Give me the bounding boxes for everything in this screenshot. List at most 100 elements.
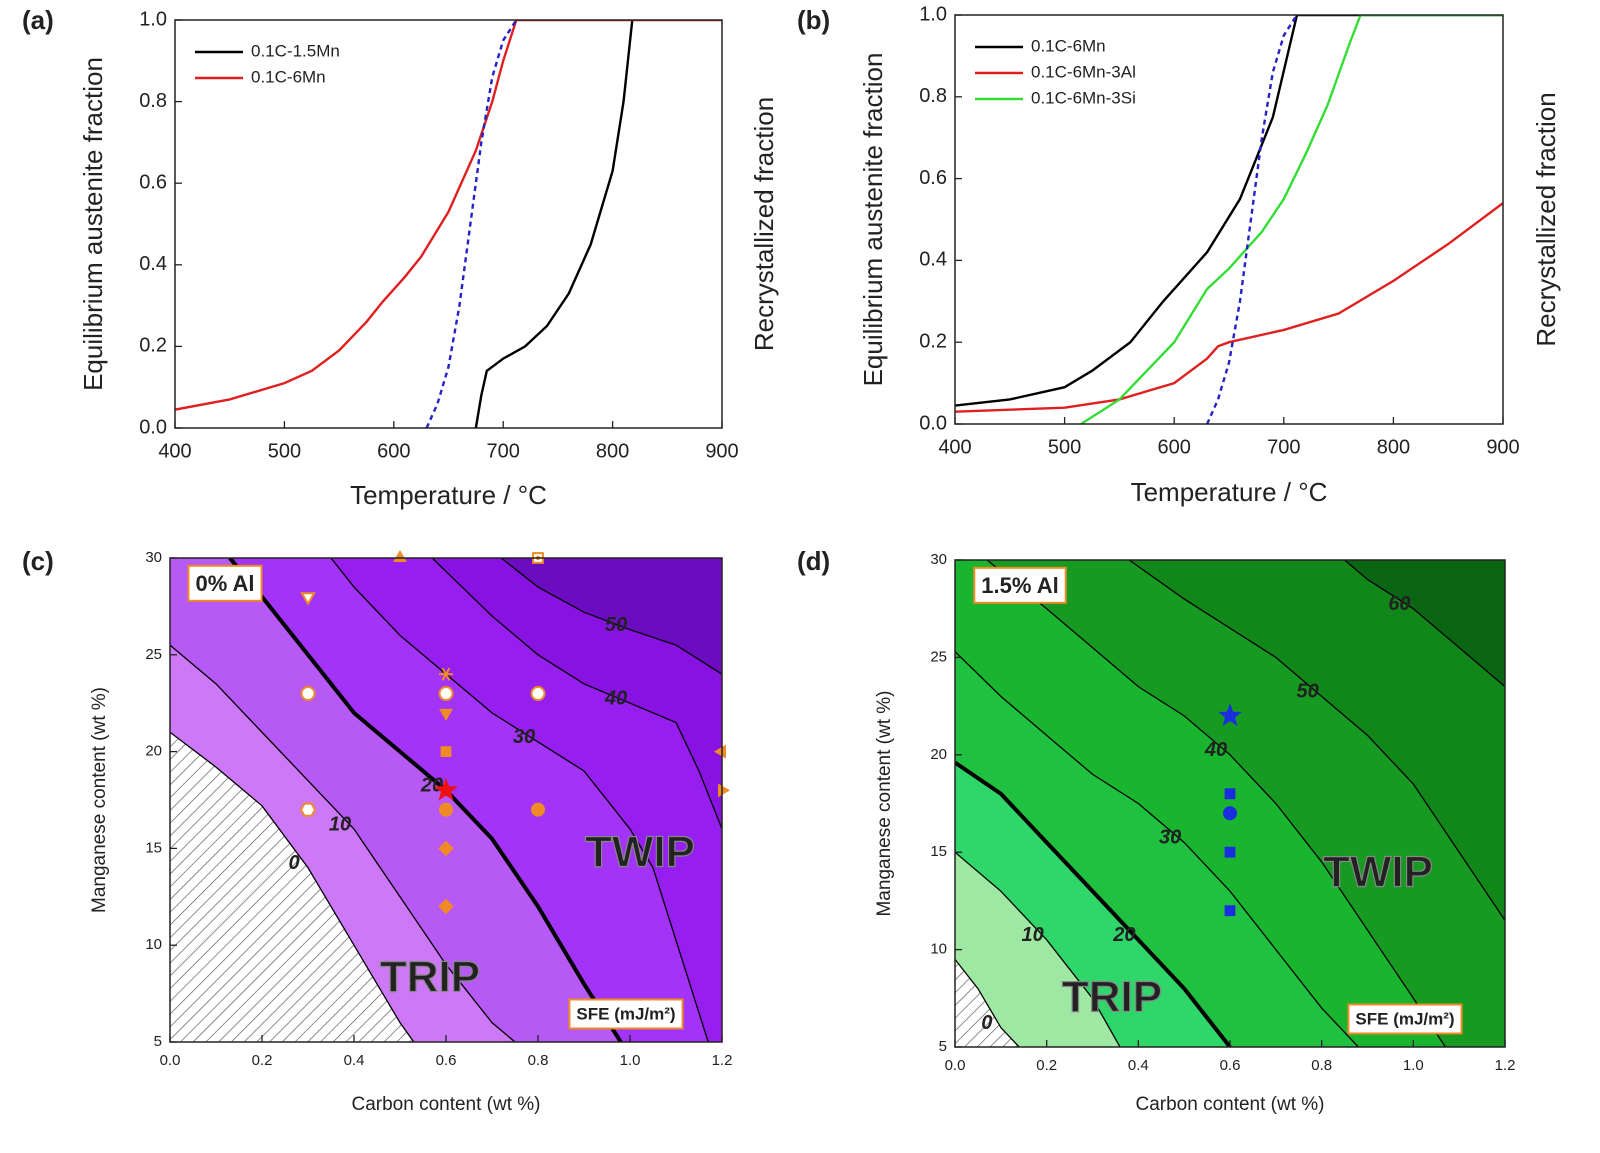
marker-shape	[440, 746, 452, 757]
x-tick-label: 0.0	[160, 1052, 181, 1069]
data-point	[439, 667, 453, 681]
x-axis-label: Carbon content (wt %)	[351, 1094, 540, 1115]
region-label: TWIP	[1323, 848, 1433, 897]
y-tick-label: 30	[930, 551, 947, 568]
annotation-box	[1347, 1003, 1463, 1035]
region-label: TRIP	[380, 953, 480, 1002]
data-point	[440, 746, 452, 757]
panel-label: (d)	[797, 546, 830, 576]
x-tick-label: 0.6	[436, 1052, 457, 1069]
x-tick-label: 400	[158, 440, 191, 462]
y-tick-label: 25	[145, 646, 162, 663]
y-tick-label: 0.6	[919, 167, 947, 189]
data-point	[300, 686, 316, 702]
marker-shape	[530, 686, 546, 702]
panel-label: (b)	[797, 5, 830, 35]
y-tick-label: 0.4	[139, 253, 167, 275]
x-tick-label: 1.2	[712, 1052, 733, 1069]
x-tick-label: 1.2	[1495, 1057, 1516, 1074]
y-axis-label: Equilibrium austenite fraction	[78, 57, 108, 391]
legend-label: 0.1C-6Mn	[251, 67, 326, 86]
y-tick-label: 10	[145, 936, 162, 953]
annotation: 0% Al	[195, 571, 254, 596]
annotation: SFE (mJ/m²)	[1355, 1009, 1454, 1028]
y-axis-label: Manganese content (wt %)	[874, 690, 895, 916]
data-point	[393, 550, 407, 562]
x-tick-label: 0.8	[528, 1052, 549, 1069]
data-point	[299, 802, 317, 817]
contour-label: 50	[1297, 681, 1319, 703]
annotation: SFE (mJ/m²)	[576, 1004, 675, 1023]
contour-line	[986, 560, 1446, 1047]
panel-label: (c)	[22, 546, 54, 576]
contour-label: 30	[513, 726, 535, 748]
plot-frame	[174, 19, 723, 429]
data-point	[714, 744, 726, 759]
region-label: TWIP	[585, 828, 695, 877]
marker-shape	[1218, 703, 1242, 726]
data-point	[1224, 788, 1236, 800]
contour-label: 0	[288, 852, 299, 874]
y-tick-label: 20	[145, 743, 162, 760]
marker-stroke	[441, 667, 451, 681]
series-line	[1080, 15, 1503, 424]
x-tick-label: 0.6	[1220, 1057, 1241, 1074]
marker-shape	[718, 783, 731, 798]
marker-shape	[1223, 806, 1237, 821]
contour-label: 20	[1112, 924, 1135, 946]
data-point	[1218, 703, 1242, 726]
contour-label: 40	[1204, 739, 1227, 761]
x-tick-label: 400	[938, 436, 971, 458]
contour-line	[955, 651, 1359, 1047]
x-axis-label: Carbon content (wt %)	[1135, 1094, 1324, 1115]
contour-line	[1344, 560, 1505, 688]
contour-label: 30	[1159, 827, 1181, 849]
y-tick-label: 0.0	[139, 416, 167, 438]
series-line	[1205, 15, 1298, 424]
contour-line	[170, 731, 415, 1042]
x-tick-label: 800	[1377, 436, 1410, 458]
x-tick-label: 0.0	[945, 1057, 966, 1074]
contour-label: 10	[329, 813, 351, 835]
x-axis-label: Temperature / °C	[1131, 477, 1328, 507]
legend-label: 0.1C-6Mn-3Al	[1031, 62, 1136, 81]
contour-line	[955, 760, 1232, 1047]
y-tick-label: 0.2	[919, 330, 947, 352]
series-line	[175, 20, 722, 411]
contour-line	[955, 851, 1121, 1047]
annotation: 1.5% Al	[981, 573, 1058, 598]
y-tick-label: 0.6	[139, 171, 167, 193]
y-tick-label: 10	[930, 941, 947, 958]
marker-shape	[439, 708, 453, 721]
y-tick-label: 1.0	[919, 3, 947, 25]
data-point	[531, 802, 545, 817]
y-tick-label: 1.0	[139, 8, 167, 30]
legend-label: 0.1C-1.5Mn	[251, 41, 340, 60]
marker-shape	[1224, 905, 1236, 917]
x-tick-label: 800	[596, 440, 629, 462]
annotation-box	[973, 566, 1067, 604]
series-line	[955, 202, 1503, 413]
series-line	[955, 15, 1503, 407]
contour-fill	[1129, 560, 1505, 921]
data-point	[1223, 806, 1237, 821]
marker-shape	[1224, 788, 1236, 800]
marker-shape	[393, 550, 407, 562]
plot-area	[175, 20, 722, 428]
marker-shape	[438, 898, 454, 915]
legend-label: 0.1C-6Mn	[1031, 36, 1106, 55]
marker-shape	[439, 802, 453, 817]
y-tick-label: 15	[930, 843, 947, 860]
y2-axis-label: Recrystallized fraction	[749, 97, 779, 351]
plot-area	[955, 560, 1505, 1047]
panel-label: (a)	[22, 5, 54, 35]
plot-area	[170, 558, 722, 1042]
x-tick-label: 0.2	[1036, 1057, 1057, 1074]
data-point	[434, 777, 458, 801]
marker-shape	[300, 686, 316, 702]
plot-frame	[954, 14, 1504, 425]
series-line	[425, 20, 518, 428]
y-axis-label: Manganese content (wt %)	[89, 687, 110, 913]
y2-axis-label: Recrystallized fraction	[1531, 92, 1561, 346]
x-tick-label: 1.0	[620, 1052, 641, 1069]
